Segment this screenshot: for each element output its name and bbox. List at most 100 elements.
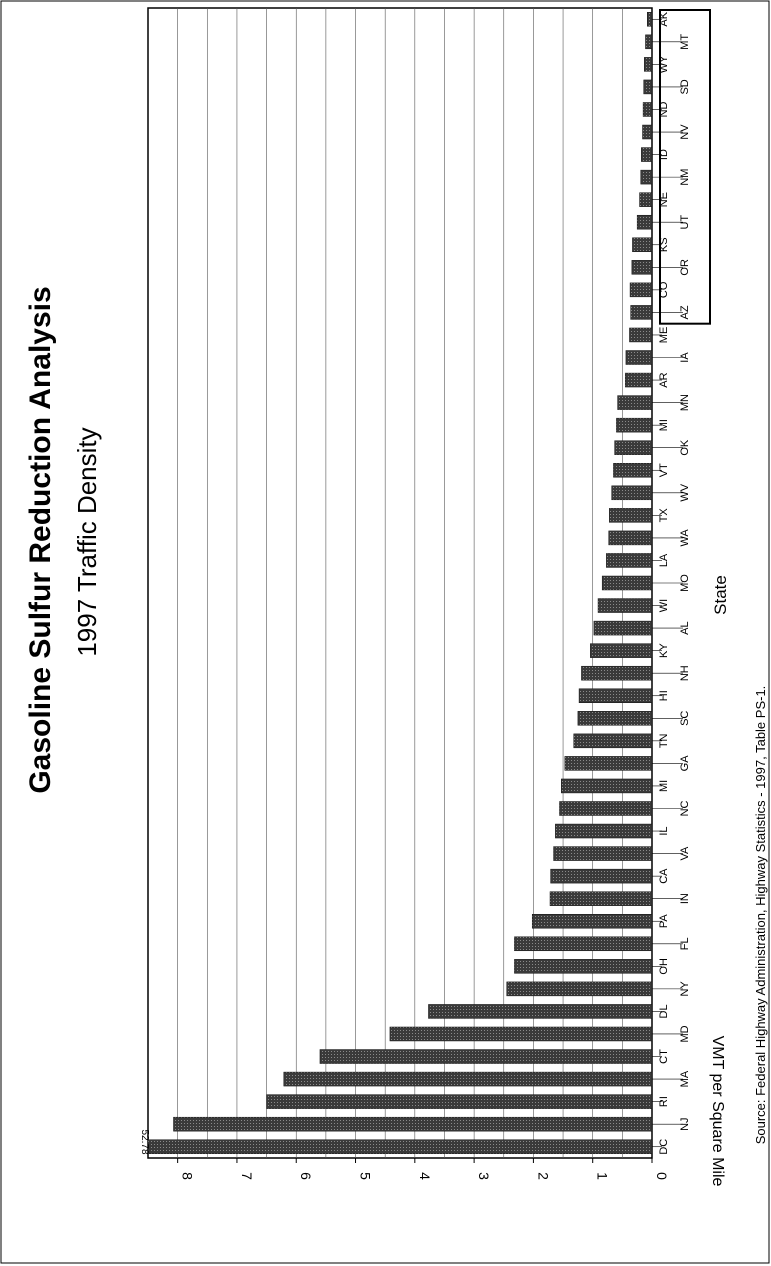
x-tick-label: NV: [679, 124, 691, 140]
bar-ct-4: [319, 1049, 653, 1064]
x-tick-label: MI: [658, 419, 670, 431]
bar-il-14: [555, 823, 653, 839]
bar-nj-1: [173, 1116, 653, 1132]
x-tick-label: MA: [679, 1070, 691, 1087]
bar-fl-9: [514, 936, 653, 952]
x-tick-label: AL: [679, 621, 691, 634]
y-axis-label: VMT per Square Mile: [709, 1036, 726, 1187]
x-tick-label: NJ: [679, 1117, 691, 1130]
x-tick-label: OH: [658, 958, 670, 975]
bar-ma-3: [283, 1071, 653, 1087]
source-note: Source: Federal Highway Administration, …: [753, 686, 768, 1145]
dc-value-annotation: 52.78: [139, 1129, 150, 1154]
x-tick-label: GA: [679, 755, 691, 772]
y-tick-label: 2: [535, 1172, 551, 1180]
x-tick-label: OR: [679, 259, 691, 276]
bar-oh-8: [514, 959, 653, 974]
bar-md-5: [389, 1026, 653, 1042]
x-tick-label: IN: [679, 893, 691, 904]
bar-wa-27: [608, 530, 653, 546]
bar-ar-34: [625, 372, 653, 388]
bar-va-13: [553, 846, 653, 861]
x-tick-label: WV: [679, 483, 691, 501]
bar-pa-10: [531, 913, 653, 929]
x-tick-label: ME: [658, 327, 670, 344]
bar-nd-46: [642, 102, 653, 117]
bar-mi-16: [561, 778, 653, 794]
bar-ky-22: [590, 643, 653, 658]
inset-highlight-box: [659, 9, 711, 325]
x-tick-label: SD: [679, 79, 691, 94]
chart-title: Gasoline Sulfur Reduction Analysis: [24, 286, 57, 793]
x-tick-label: VA: [679, 846, 691, 861]
x-tick-label: RI: [658, 1096, 670, 1107]
x-tick-label: CT: [658, 1049, 670, 1064]
bar-wv-29: [611, 485, 653, 501]
x-tick-label: CA: [658, 868, 670, 884]
bar-al-23: [593, 620, 653, 636]
x-tick-label: WA: [679, 529, 691, 547]
bar-sd-47: [643, 79, 653, 95]
x-tick-label: ID: [658, 149, 670, 160]
bar-nm-43: [640, 169, 653, 185]
bar-sc-19: [577, 711, 653, 726]
bar-co-38: [629, 282, 653, 298]
x-tick-label: NY: [679, 981, 691, 997]
bar-ca-12: [550, 868, 653, 884]
x-tick-label: WI: [658, 599, 670, 612]
bar-wi-24: [597, 598, 653, 613]
x-tick-label: IA: [679, 352, 691, 363]
x-tick-label: NH: [679, 665, 691, 681]
y-tick-label: 1: [595, 1172, 611, 1180]
bar-id-44: [641, 147, 653, 162]
x-tick-label: DL: [658, 1004, 670, 1018]
bar-in-11: [549, 891, 653, 906]
x-tick-label: LA: [658, 553, 670, 567]
bar-dl-6: [428, 1004, 653, 1019]
x-tick-label: VT: [658, 463, 670, 477]
bar-ak-50: [647, 12, 653, 27]
x-tick-label: NC: [679, 800, 691, 816]
bar-mn-33: [617, 395, 653, 410]
x-tick-label: MO: [679, 574, 691, 592]
bar-hi-20: [578, 688, 653, 703]
bar-ny-7: [506, 981, 653, 997]
x-tick-label: KY: [658, 643, 670, 658]
y-tick-label: 0: [654, 1172, 670, 1180]
bar-dc-0: [147, 1139, 653, 1154]
bar-mo-25: [601, 575, 653, 591]
bar-mt-49: [645, 34, 653, 50]
bar-ga-17: [564, 756, 653, 771]
bar-ut-41: [636, 214, 653, 230]
x-tick-label: AZ: [679, 305, 691, 319]
bar-tn-18: [573, 733, 653, 749]
bar-ri-2: [266, 1094, 653, 1109]
x-tick-label: PA: [658, 914, 670, 929]
bar-vt-30: [613, 463, 653, 478]
chart-subtitle: 1997 Traffic Density: [72, 427, 102, 656]
x-tick-label: MT: [679, 34, 691, 50]
x-tick-label: MI: [658, 780, 670, 792]
bar-nv-45: [642, 124, 653, 140]
bar-nc-15: [559, 801, 653, 816]
x-tick-label: MD: [679, 1025, 691, 1042]
bar-ks-40: [632, 237, 653, 253]
x-tick-label: TN: [658, 733, 670, 748]
bar-ia-35: [625, 350, 653, 365]
x-tick-label: TX: [658, 508, 670, 523]
bar-la-26: [606, 553, 653, 568]
x-tick-label: OK: [679, 439, 691, 456]
y-tick-label: 8: [180, 1172, 196, 1180]
x-tick-label: SC: [679, 711, 691, 726]
bar-me-36: [629, 327, 653, 343]
bar-wy-48: [644, 57, 653, 72]
y-tick-label: 6: [298, 1172, 314, 1180]
bar-nh-21: [581, 665, 653, 681]
x-tick-label: UT: [679, 215, 691, 230]
y-tick-label: 3: [476, 1172, 492, 1180]
x-tick-label: MN: [679, 394, 691, 411]
x-axis-label: State: [711, 575, 730, 615]
x-tick-label: AR: [658, 372, 670, 387]
